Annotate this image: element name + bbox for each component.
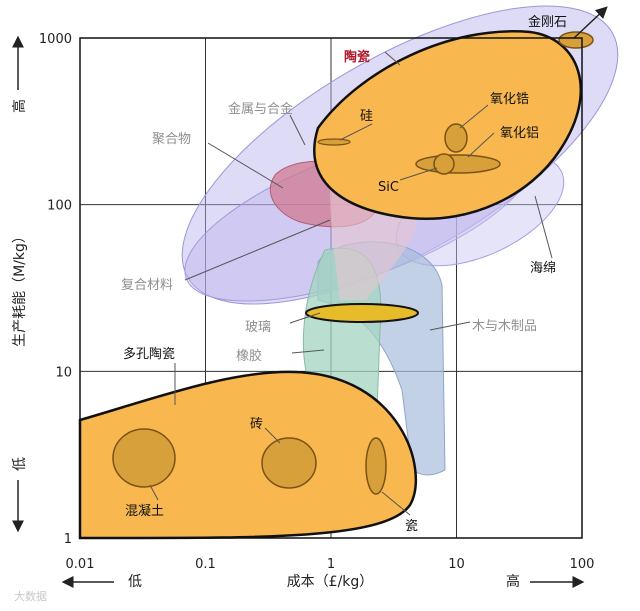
y-axis-label: 生产耗能（M/kg）	[12, 229, 28, 347]
x-tick-label: 100	[570, 557, 595, 572]
diagonal-arrow	[573, 6, 608, 39]
region-ceramics	[313, 30, 583, 221]
label-ceramics: 陶瓷	[344, 49, 370, 65]
x-axis-label: 成本（£/kg）	[287, 574, 374, 590]
label-brick: 砖	[250, 417, 263, 432]
x-high-label: 高	[506, 573, 520, 590]
label-diamond: 金刚石	[528, 14, 567, 30]
leader-lines	[149, 51, 553, 516]
y-low-label: 低	[12, 457, 28, 471]
tick-labels: 0.01 0.1 1 10 100 1 10 100 1000	[39, 32, 595, 572]
label-zirconia: 氧化锆	[490, 92, 529, 107]
point-concrete	[112, 428, 176, 488]
label-concrete: 混凝土	[125, 503, 164, 519]
label-wood: 木与木制品	[472, 319, 537, 334]
y-tick-label: 100	[47, 199, 72, 214]
label-metals: 金属与合金	[228, 101, 293, 117]
point-sic	[433, 153, 455, 175]
x-tick-label: 10	[448, 557, 465, 572]
x-tick-label: 0.01	[66, 557, 95, 572]
y-high-label: 高	[11, 99, 28, 113]
plot-frame	[79, 37, 583, 539]
point-diamond	[558, 31, 594, 49]
y-tick-label: 10	[55, 365, 72, 380]
point-brick	[261, 437, 317, 489]
point-silicon	[317, 138, 351, 146]
label-glass: 玻璃	[245, 320, 271, 335]
label-porcelain: 瓷	[405, 519, 418, 534]
label-porous-ceramics: 多孔陶瓷	[123, 346, 175, 362]
label-alumina: 氧化铝	[500, 126, 539, 141]
label-silicon: 硅	[360, 109, 373, 124]
label-rubber: 橡胶	[236, 348, 262, 364]
point-zirconia	[444, 123, 468, 153]
region-porous-ceramics	[78, 370, 418, 540]
y-tick-label: 1	[64, 532, 72, 547]
label-composites: 复合材料	[121, 278, 173, 293]
point-porcelain	[365, 437, 387, 495]
y-tick-label: 1000	[39, 32, 72, 47]
x-tick-label: 1	[327, 557, 335, 572]
label-polymers: 聚合物	[152, 132, 191, 147]
watermark: 大数据	[14, 589, 47, 603]
point-glass	[305, 303, 419, 323]
x-low-label: 低	[128, 574, 142, 590]
x-tick-label: 0.1	[195, 557, 216, 572]
label-sic: SiC	[378, 180, 399, 195]
label-foams: 海绵	[530, 261, 556, 276]
